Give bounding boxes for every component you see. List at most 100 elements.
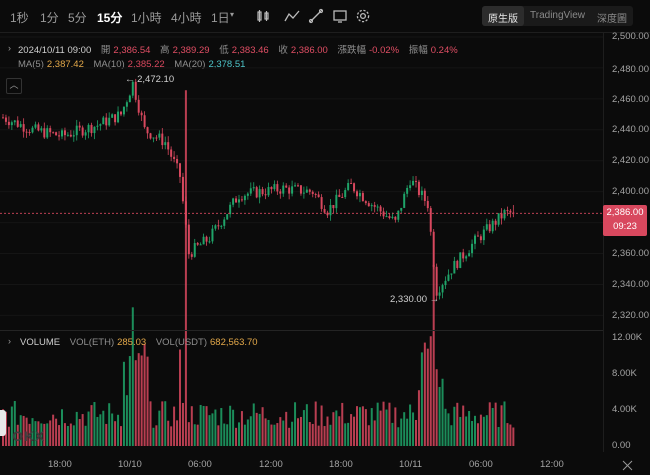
vol-eth-value: 285.03 [117,337,147,348]
volume-bar [105,423,108,446]
volume-bar [243,424,246,446]
volume-bar [314,401,317,446]
time-tick: 18:00 [48,459,72,470]
fullscreen-icon[interactable] [332,8,348,24]
candle-body [232,198,235,205]
volume-bar [261,407,264,446]
candle-body [285,185,288,188]
volume-bar [394,407,397,446]
candle-body [155,137,158,139]
volume-bar [114,421,117,446]
candle-body [441,285,444,293]
volume-bar [146,356,149,446]
side-panel-handle[interactable] [0,410,6,436]
pane-divider[interactable] [0,330,603,331]
candle-body [429,208,432,232]
volume-bar [420,352,423,446]
candle-body [426,200,429,209]
volume-bar [40,423,43,446]
volume-bar [358,407,361,446]
timeframe-dropdown-icon[interactable]: ▾ [230,10,235,19]
timeframe-1m[interactable]: 1分 [40,11,59,25]
candle-body [238,199,240,203]
candle-body [214,225,217,229]
volume-bar [323,426,326,446]
timeframe-5m[interactable]: 5分 [68,11,87,25]
indicator-icon[interactable] [284,8,300,24]
candle-body [353,183,356,192]
candle-body [143,115,146,128]
volume-bar [78,419,81,446]
volume-bar [335,410,338,446]
candle-body [55,132,58,136]
price-tick: 2,320.00 [612,310,649,321]
volume-bar [503,401,506,446]
volume-bar [164,401,167,446]
watermark-logo: OKX [12,428,46,444]
volume-chevron-icon[interactable]: › [8,336,11,346]
volume-bar [488,402,491,446]
volume-bar [31,418,34,446]
volume-bar [16,424,19,446]
volume-bar [220,408,223,446]
candle-body [394,216,397,220]
volume-bar [444,408,447,446]
timeframe-1d[interactable]: 1日 [211,11,230,25]
volume-bar [249,416,252,446]
scale-toggle-icon[interactable] [622,460,633,471]
candlestick-chart[interactable] [0,0,603,452]
chart-toolbar: 1秒 1分 5分 15分 1小時 4小時 1日 ▾ 原生版 TradingVie… [0,0,650,33]
volume-bar [353,416,356,446]
volume-bar [332,412,335,446]
collapse-chevron-icon[interactable]: › [8,43,11,53]
current-price: 2,386.00 [606,207,644,218]
candle-body [338,194,341,197]
volume-bar [438,386,441,446]
change-label: 漲跌幅 [337,45,366,56]
candle-body [164,142,167,146]
candle-type-icon[interactable] [255,8,271,24]
volume-bar [235,427,238,446]
candle-body [412,180,415,186]
candle-body [223,219,226,226]
time-tick: 10/11 [399,459,423,470]
view-depth[interactable]: 深度圖 [597,14,628,25]
volume-bar [72,425,75,446]
candle-body [288,187,291,194]
candle-body [181,176,184,202]
candle-body [84,132,87,136]
volume-bar [476,423,479,446]
view-tradingview[interactable]: TradingView [530,10,586,21]
candle-body [28,132,31,134]
candle-body [356,191,358,197]
candle-body [61,130,63,137]
volume-bar [134,360,137,446]
amplitude-value: 0.24% [430,45,458,56]
volume-label: VOLUME [20,337,61,348]
vol-usdt-value: 682,563.70 [210,337,258,348]
volume-bar [69,423,72,446]
volume-bar [456,402,459,446]
price-tick: 2,420.00 [612,155,649,166]
candle-body [373,205,376,207]
candle-body [69,134,72,137]
candle-body [341,196,344,198]
timeframe-15m[interactable]: 15分 [97,11,123,25]
collapse-indicators-button[interactable]: ︿ [6,78,22,94]
view-native[interactable]: 原生版 [482,6,524,26]
volume-bar [276,423,279,446]
volume-bar [66,425,69,446]
volume-bar [184,90,187,446]
volume-bar [19,415,22,446]
volume-bar [131,307,134,446]
volume-bar [196,424,199,446]
volume-bar [305,404,308,446]
draw-line-icon[interactable] [308,8,324,24]
volume-bar [128,356,131,446]
timeframe-4h[interactable]: 4小時 [171,11,202,25]
timeframe-1s[interactable]: 1秒 [10,11,29,25]
candle-body [299,185,302,194]
candle-body [476,235,479,237]
timeframe-1h[interactable]: 1小時 [131,11,162,25]
settings-icon[interactable] [355,8,371,24]
